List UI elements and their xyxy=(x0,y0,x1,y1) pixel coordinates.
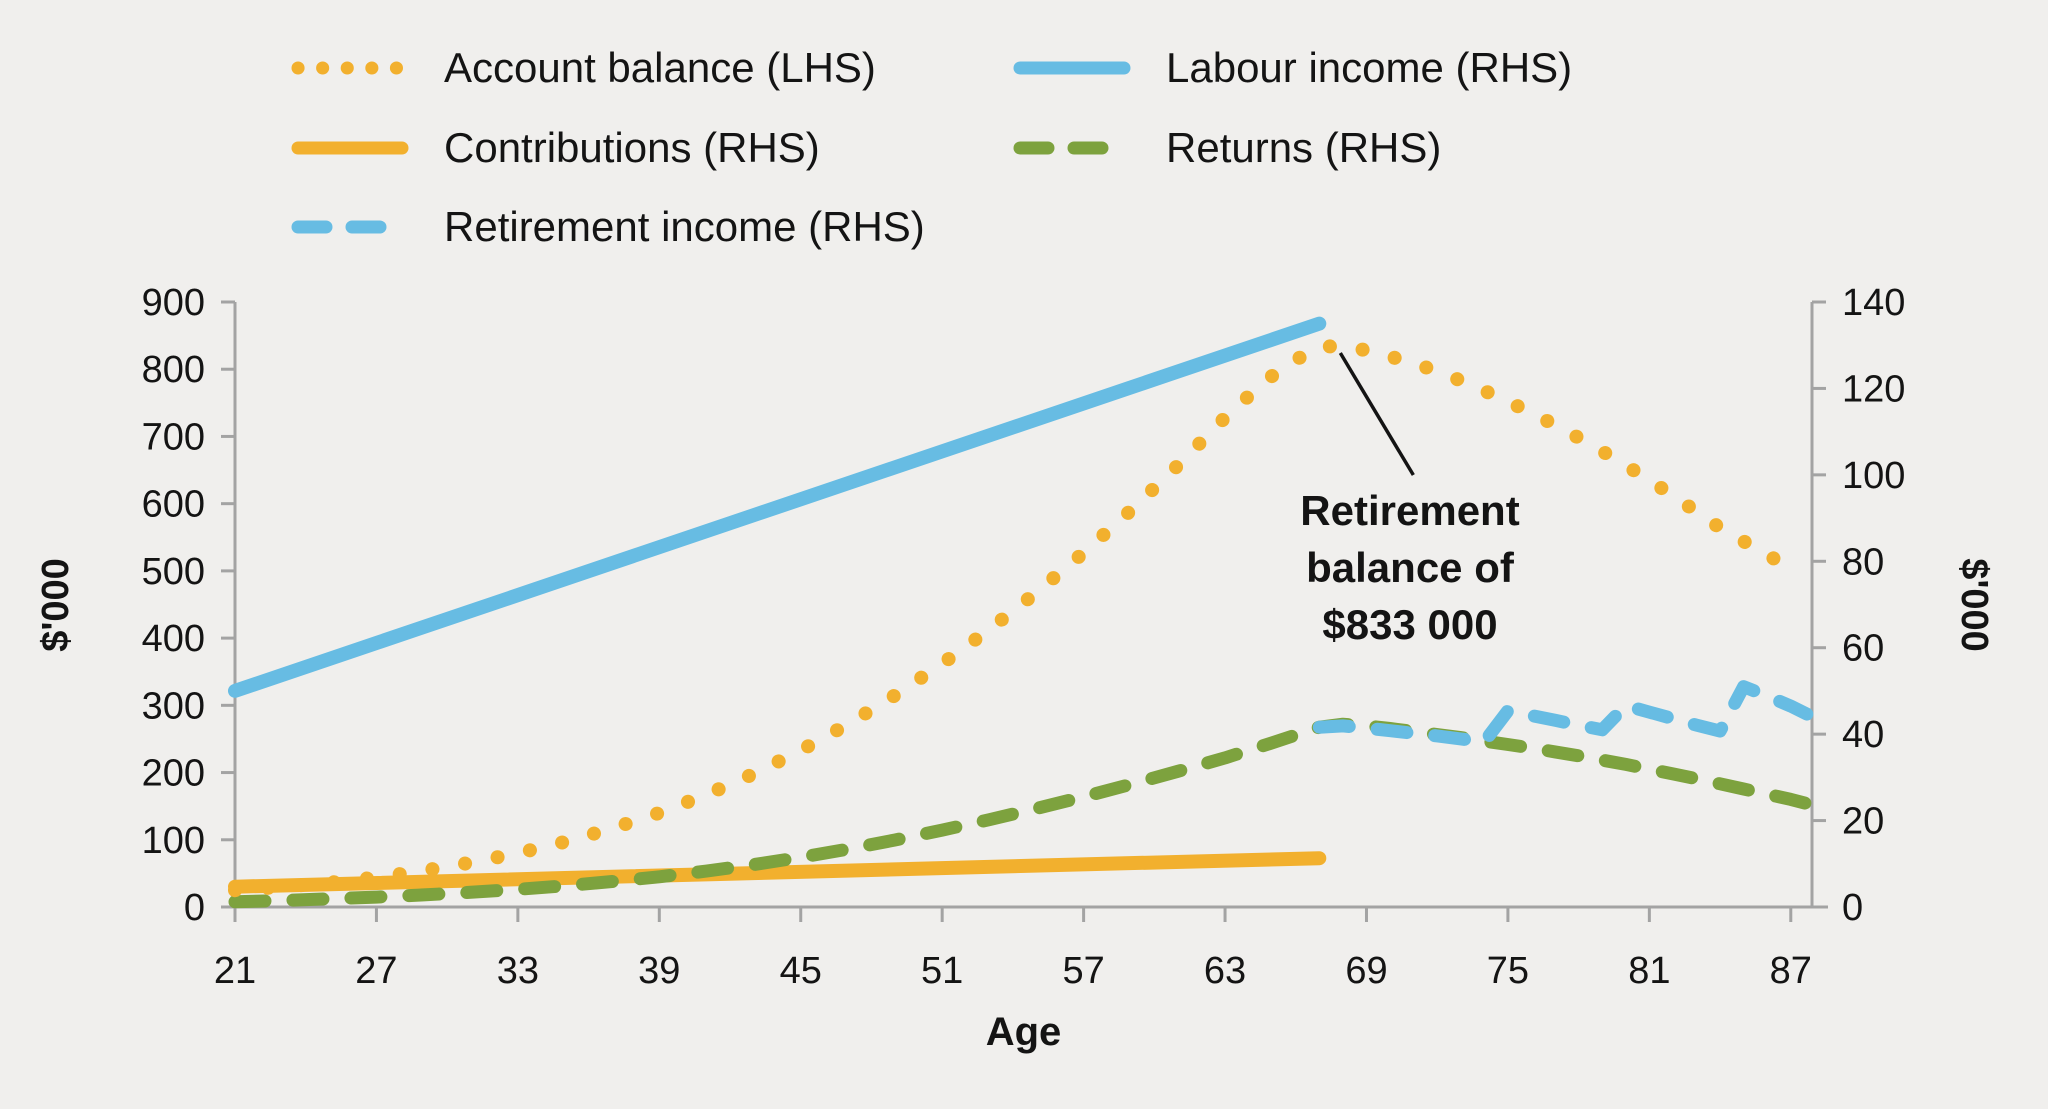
legend-label: Contributions (RHS) xyxy=(444,124,820,171)
legend-item-returns: Returns (RHS) xyxy=(1012,123,1441,173)
annotation-line-3: $833 000 xyxy=(1322,601,1498,649)
x-tick-label: 81 xyxy=(1628,950,1670,992)
legend-item-retirement-income: Retirement income (RHS) xyxy=(290,202,925,252)
legend-label: Account balance (LHS) xyxy=(444,44,876,91)
lhs-tick-label: 0 xyxy=(184,887,205,929)
lhs-tick-label: 500 xyxy=(142,551,205,593)
rhs-tick-label: 20 xyxy=(1842,801,1884,843)
rhs-tick-label: 40 xyxy=(1842,714,1884,756)
rhs-axis-title: $'000 xyxy=(1953,558,1995,652)
x-tick-label: 33 xyxy=(497,950,539,992)
legend-item-labour-income: Labour income (RHS) xyxy=(1012,43,1572,93)
legend-marker-dotted-amber xyxy=(291,61,409,75)
annotation-leader-line xyxy=(1338,352,1415,476)
series-contributions-rhs xyxy=(228,851,1327,894)
x-tick-label: 27 xyxy=(355,950,397,992)
lhs-tick-label: 100 xyxy=(142,820,205,862)
retirement-balance-annotation: Retirement balance of $833 000 xyxy=(1300,482,1519,653)
x-tick-label: 51 xyxy=(921,950,963,992)
legend-label: Retirement income (RHS) xyxy=(444,203,925,250)
series-retirement-income-rhs xyxy=(1312,680,1814,749)
x-tick-label: 39 xyxy=(638,950,680,992)
rhs-tick-label: 60 xyxy=(1842,628,1884,670)
legend-marker-dashed-green xyxy=(1013,141,1131,155)
x-tick-label: 57 xyxy=(1062,950,1104,992)
legend-item-account-balance: Account balance (LHS) xyxy=(290,43,876,93)
rhs-tick-label: 80 xyxy=(1842,541,1884,583)
lhs-tick-label: 200 xyxy=(142,753,205,795)
x-tick-label: 69 xyxy=(1345,950,1387,992)
legend-marker-solid-blue xyxy=(1013,61,1131,75)
x-tick-label: 63 xyxy=(1204,950,1246,992)
legend-marker-solid-amber xyxy=(291,141,409,155)
lhs-axis-title: $'000 xyxy=(35,558,77,652)
rhs-tick-label: 0 xyxy=(1842,887,1863,929)
rhs-tick-label: 100 xyxy=(1842,455,1905,497)
rhs-tick-label: 140 xyxy=(1842,282,1905,324)
legend-label: Labour income (RHS) xyxy=(1166,44,1573,91)
lhs-tick-label: 900 xyxy=(142,282,205,324)
legend-item-contributions: Contributions (RHS) xyxy=(290,123,820,173)
series-returns-rhs xyxy=(228,717,1814,909)
annotation-line-2: balance of xyxy=(1306,544,1514,592)
lhs-tick-label: 300 xyxy=(142,685,205,727)
lhs-tick-label: 600 xyxy=(142,484,205,526)
series-labour-income-rhs xyxy=(228,316,1327,698)
x-tick-label: 87 xyxy=(1770,950,1812,992)
rhs-tick-label: 120 xyxy=(1842,368,1905,410)
x-axis-title: Age xyxy=(986,1010,1062,1054)
legend-label: Returns (RHS) xyxy=(1166,124,1442,171)
annotation-line-1: Retirement xyxy=(1300,487,1520,534)
x-tick-label: 45 xyxy=(780,950,822,992)
lhs-tick-label: 800 xyxy=(142,349,205,391)
x-tick-label: 21 xyxy=(214,950,256,992)
lhs-tick-label: 700 xyxy=(142,416,205,458)
legend-marker-dashed-blue xyxy=(291,220,409,234)
series-account-balance-lhs xyxy=(228,338,1798,898)
x-tick-label: 75 xyxy=(1487,950,1529,992)
lhs-tick-label: 400 xyxy=(142,618,205,660)
